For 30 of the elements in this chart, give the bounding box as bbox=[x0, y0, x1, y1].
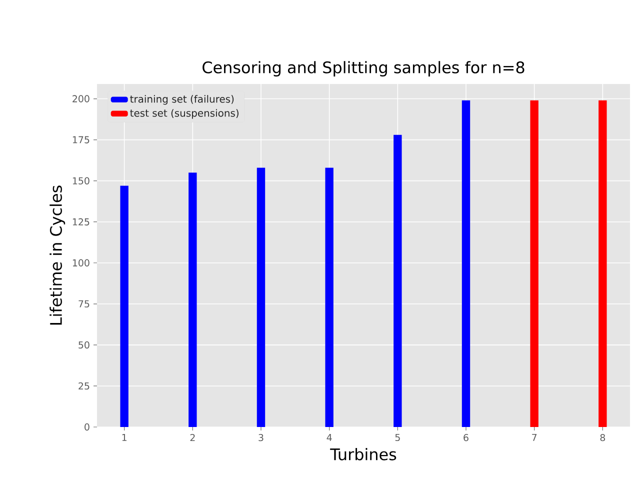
y-tick-label: 50 bbox=[78, 341, 90, 349]
bar bbox=[462, 100, 470, 427]
bar bbox=[120, 186, 128, 427]
x-tick-label: 8 bbox=[600, 434, 606, 442]
x-tick-label: 7 bbox=[532, 434, 537, 441]
x-tick-label: 1 bbox=[122, 434, 126, 441]
y-tick-label: 200 bbox=[72, 95, 90, 102]
legend-label: training set (failures) bbox=[130, 95, 234, 105]
x-tick-label: 5 bbox=[395, 434, 400, 442]
y-tick-label: 150 bbox=[72, 177, 90, 184]
bar bbox=[530, 100, 538, 427]
bar bbox=[256, 168, 266, 427]
bar bbox=[325, 168, 334, 427]
x-tick-label: 4 bbox=[326, 434, 332, 441]
y-tick-label: 0 bbox=[84, 423, 90, 431]
y-tick-label: 175 bbox=[72, 136, 90, 144]
chart-title: Censoring and Splitting samples for n=8 bbox=[202, 61, 524, 76]
bar bbox=[188, 172, 197, 427]
x-tick-label: 6 bbox=[464, 434, 468, 442]
y-tick-label: 125 bbox=[72, 218, 90, 226]
x-axis-title: Turbines bbox=[330, 448, 396, 460]
bar bbox=[598, 100, 607, 427]
x-tick-label: 2 bbox=[190, 434, 195, 442]
x-tick-label: 3 bbox=[258, 434, 264, 442]
legend-label: test set (suspensions) bbox=[130, 109, 238, 119]
y-tick-label: 75 bbox=[78, 300, 90, 308]
bar bbox=[394, 134, 402, 427]
y-tick-label: 25 bbox=[78, 382, 90, 390]
y-axis-title: Lifetime in Cycles bbox=[50, 186, 66, 325]
y-tick-label: 100 bbox=[72, 259, 90, 266]
